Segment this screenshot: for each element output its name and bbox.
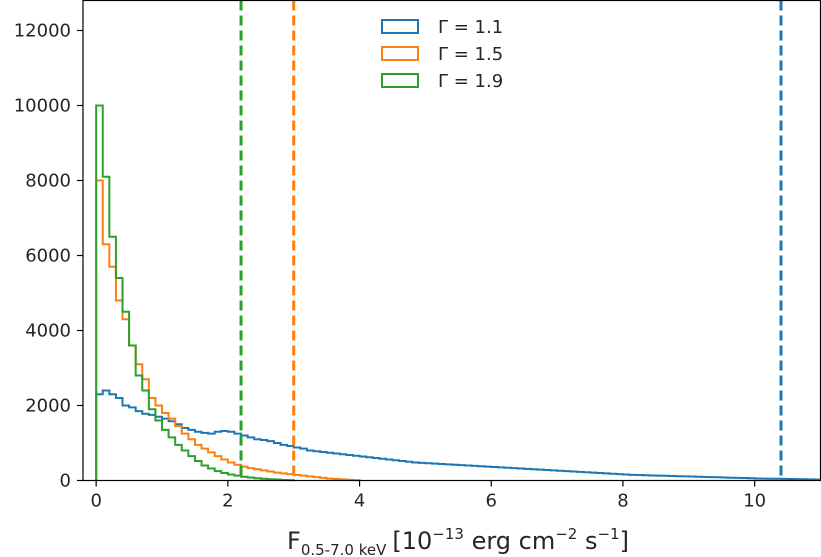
x-axis-label: F0.5-7.0 keV [10−13 erg cm−2 s−1] <box>287 525 629 557</box>
y-tick-label: 8000 <box>25 171 71 192</box>
x-tick-label: 8 <box>617 491 628 512</box>
legend-label-1: Γ = 1.1 <box>438 17 503 38</box>
xlabel-subscript: 0.5-7.0 keV <box>301 541 387 557</box>
threshold-lines <box>239 0 783 481</box>
histogram-series <box>95 104 821 482</box>
y-tick-label: 4000 <box>25 321 71 342</box>
histogram-series-2 <box>95 179 361 482</box>
x-tick-label: 10 <box>743 491 766 512</box>
x-tick-label: 0 <box>90 491 101 512</box>
xlabel-exp2: −2 <box>555 525 577 543</box>
legend-label-2: Γ = 1.5 <box>438 44 503 65</box>
y-tick-label: 12000 <box>14 21 71 42</box>
xlabel-exp1: −13 <box>432 525 464 543</box>
xlabel-unit-open: [10 <box>392 527 432 555</box>
y-tick-label: 6000 <box>25 246 71 267</box>
xlabel-mid2: s <box>577 527 597 555</box>
y-tick-label: 10000 <box>14 96 71 117</box>
xlabel-close: ] <box>620 527 629 555</box>
legend-swatch-2 <box>381 46 419 61</box>
legend-swatch-1 <box>381 19 419 34</box>
xlabel-base: F <box>287 527 301 555</box>
y-axis-ticks: 0 2000 4000 6000 8000 10000 12000 <box>14 21 83 492</box>
xlabel-mid: erg cm <box>464 527 555 555</box>
x-tick-label: 6 <box>486 491 497 512</box>
x-tick-label: 4 <box>354 491 365 512</box>
legend-label-3: Γ = 1.9 <box>438 71 503 92</box>
y-tick-label: 2000 <box>25 396 71 417</box>
histogram-series-3 <box>95 104 295 482</box>
x-axis-ticks: 0 2 4 6 8 10 <box>90 480 766 512</box>
legend: Γ = 1.1 Γ = 1.5 Γ = 1.9 <box>381 17 503 92</box>
legend-swatch-3 <box>381 73 419 88</box>
x-tick-label: 2 <box>222 491 233 512</box>
histogram-series-1 <box>95 389 821 481</box>
xlabel-exp3: −1 <box>597 525 619 543</box>
y-tick-label: 0 <box>60 471 71 492</box>
